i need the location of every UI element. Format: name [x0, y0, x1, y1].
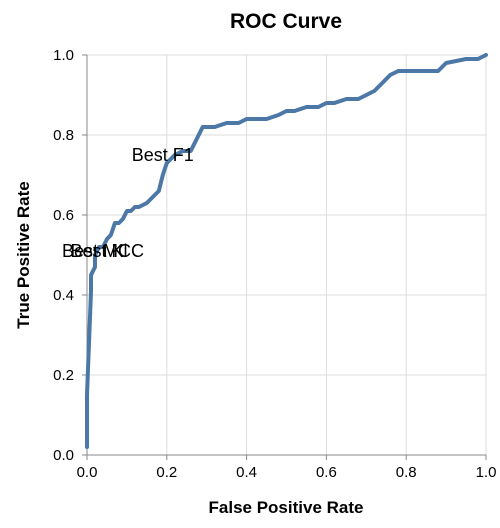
grid [86, 54, 487, 456]
annotation-label: Best MCC [62, 241, 144, 261]
x-axis-title: False Positive Rate [209, 498, 364, 517]
y-tick-label: 0.2 [53, 367, 74, 384]
x-tick-label: 0.8 [396, 464, 417, 481]
axes: 0.0 0.2 0.4 0.6 0.8 1.0 0.0 0.2 0.4 0.6 0.8 1.0 [53, 47, 496, 481]
x-tick-label: 0.6 [316, 464, 337, 481]
x-tick-label: 0.2 [156, 464, 177, 481]
roc-curve-line [85, 53, 488, 449]
y-tick-label: 0.6 [53, 207, 74, 224]
y-tick-label: 1.0 [53, 47, 74, 64]
curve-layer [85, 53, 488, 449]
x-tick-label: 0.0 [77, 464, 98, 481]
annotation-label: Best Kl [70, 241, 127, 261]
chart-title: ROC Curve [230, 10, 342, 33]
y-axis-title: True Positive Rate [14, 181, 33, 328]
y-tick-label: 0.8 [53, 127, 74, 144]
y-tick-label: 0.4 [53, 287, 74, 304]
annotation-label: Best F1 [132, 145, 194, 165]
y-tick-label: 0.0 [53, 447, 74, 464]
x-tick-label: 0.4 [236, 464, 257, 481]
x-tick-label: 1.0 [476, 464, 497, 481]
